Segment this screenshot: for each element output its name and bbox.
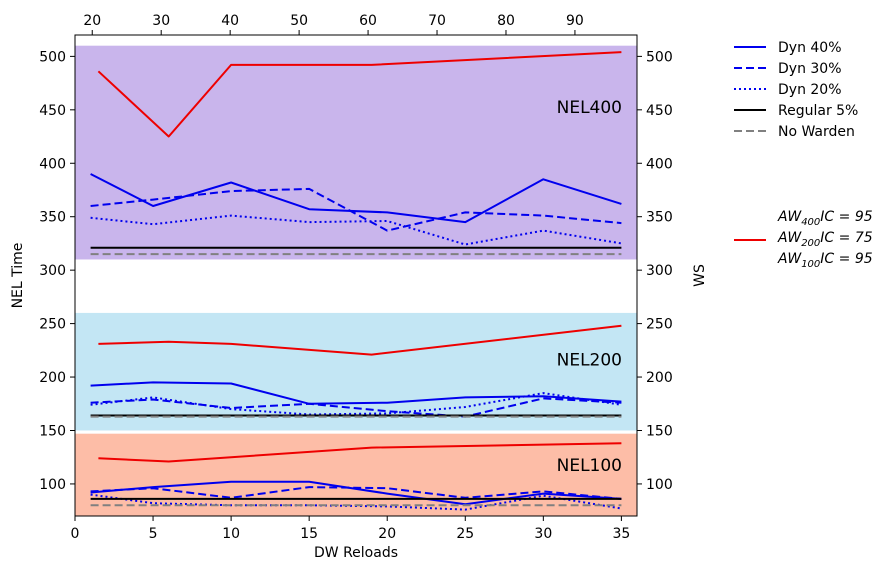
y-tick-label: 500 bbox=[39, 49, 66, 65]
legend-label: Regular 5% bbox=[778, 103, 858, 119]
y-right-tick-label: 450 bbox=[646, 103, 673, 119]
y-tick-label: 400 bbox=[39, 156, 66, 172]
y-right-tick-label: 350 bbox=[646, 210, 673, 226]
y-right-tick-label: 200 bbox=[646, 370, 673, 386]
legend: Dyn 40% Dyn 30% Dyn 20% Regular 5% No Warden… bbox=[734, 40, 873, 270]
x-tick-label: 15 bbox=[300, 526, 318, 542]
x-top-tick-label: 90 bbox=[566, 13, 584, 29]
y-right-tick-label: 500 bbox=[646, 49, 673, 65]
region-bands bbox=[75, 45, 637, 516]
band-nel400 bbox=[75, 45, 637, 260]
series-lines bbox=[90, 51, 622, 511]
region-label-nel100: NEL100 bbox=[557, 456, 622, 476]
y-right-tick-label: 100 bbox=[646, 477, 673, 493]
y-tick-label: 450 bbox=[39, 103, 66, 119]
x-tick-label: 30 bbox=[534, 526, 552, 542]
series-line-nel400-dyn-20 bbox=[90, 214, 622, 246]
y-tick-label: 100 bbox=[39, 477, 66, 493]
y-axis-label: NEL Time bbox=[10, 243, 26, 309]
x-top-tick-label: 40 bbox=[221, 13, 239, 29]
legend-label: Dyn 20% bbox=[778, 82, 842, 98]
x-tick-label: 0 bbox=[71, 526, 80, 542]
y-tick-label: 300 bbox=[39, 263, 66, 279]
series-line-nel100-dyn-30 bbox=[90, 486, 622, 500]
series-line-nel200-dyn-30 bbox=[90, 397, 622, 418]
x-axis-label: DW Reloads bbox=[314, 545, 398, 561]
y-right-tick-label: 400 bbox=[646, 156, 673, 172]
series-line-nel200-aw200 bbox=[98, 324, 622, 356]
x-top-tick-label: 30 bbox=[152, 13, 170, 29]
series-line-nel400-aw400 bbox=[97, 51, 622, 138]
y-axis-label-right: WS bbox=[692, 264, 708, 287]
legend-aw-label: AW200IC = 75 bbox=[777, 230, 873, 249]
y-tick-label: 350 bbox=[39, 210, 66, 226]
y-tick-label: 200 bbox=[39, 370, 66, 386]
x-top-tick-label: 20 bbox=[83, 13, 101, 29]
x-top-tick-label: 80 bbox=[497, 13, 515, 29]
x-top-tick-label: 50 bbox=[290, 13, 308, 29]
series-line-nel400-dyn-30 bbox=[90, 187, 622, 232]
series-line-nel200-dyn-40 bbox=[90, 381, 622, 405]
x-top-tick-label: 60 bbox=[359, 13, 377, 29]
y-tick-label: 250 bbox=[39, 317, 66, 333]
region-label-nel400: NEL400 bbox=[557, 98, 622, 118]
series-line-nel200-dyn-20 bbox=[90, 392, 622, 416]
x-tick-label: 25 bbox=[456, 526, 474, 542]
band-nel200 bbox=[75, 312, 637, 431]
x-top-tick-label: 70 bbox=[428, 13, 446, 29]
x-tick-label: 35 bbox=[612, 526, 630, 542]
legend-label: Dyn 40% bbox=[778, 40, 842, 56]
legend-aw-label: AW100IC = 95 bbox=[777, 251, 873, 270]
y-tick-label: 150 bbox=[39, 423, 66, 439]
y-right-tick-label: 300 bbox=[646, 263, 673, 279]
y-right-tick-label: 150 bbox=[646, 423, 673, 439]
legend-label: Dyn 30% bbox=[778, 61, 842, 77]
y-right-tick-label: 250 bbox=[646, 317, 673, 333]
plot-frame bbox=[74, 34, 638, 517]
legend-aw-label: AW400IC = 95 bbox=[777, 209, 873, 228]
x-tick-label: 10 bbox=[222, 526, 240, 542]
band-nel100 bbox=[75, 433, 637, 516]
region-labels: NEL400 NEL200 NEL100 bbox=[557, 98, 622, 476]
region-label-nel200: NEL200 bbox=[557, 350, 622, 370]
x-tick-label: 20 bbox=[378, 526, 396, 542]
series-line-nel100-aw100 bbox=[98, 442, 622, 463]
axis-ticks: 0 5 10 15 20 25 30 35 20 30 40 50 60 70 80 90 100 100 150 1… bbox=[39, 13, 672, 542]
legend-label: No Warden bbox=[778, 124, 855, 140]
x-tick-label: 5 bbox=[149, 526, 158, 542]
